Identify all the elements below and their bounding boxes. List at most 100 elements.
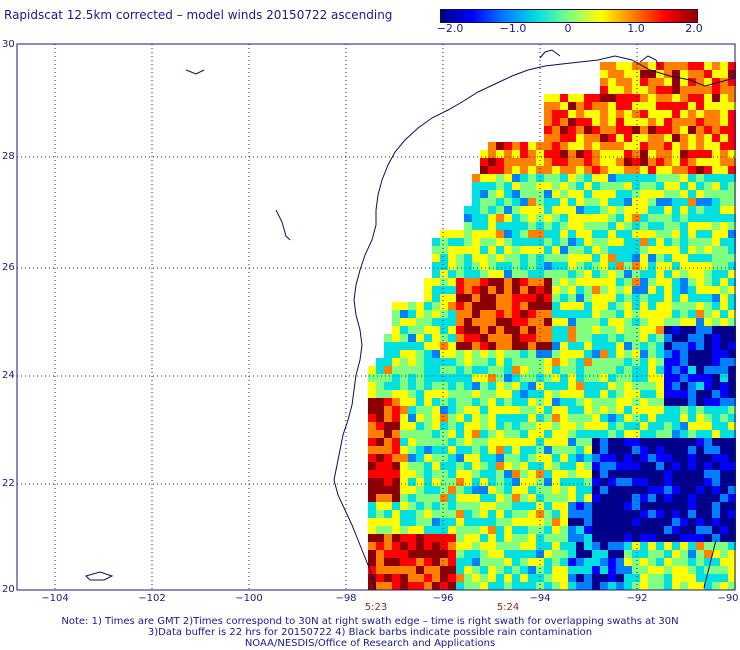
swath-cell — [504, 158, 512, 166]
swath-cell — [448, 238, 456, 246]
swath-cell — [656, 198, 664, 206]
swath-cell — [488, 574, 496, 582]
swath-cell — [528, 550, 536, 558]
swath-cell — [568, 326, 576, 334]
swath-cell — [536, 286, 544, 294]
swath-cell — [616, 174, 624, 182]
swath-cell — [688, 62, 696, 70]
swath-cell — [536, 310, 544, 318]
swath-cell — [400, 438, 408, 446]
swath-cell — [392, 534, 400, 542]
swath-cell — [728, 206, 736, 214]
swath-cell — [480, 318, 488, 326]
swath-cell — [496, 502, 504, 510]
swath-cell — [416, 558, 424, 566]
swath-cell — [416, 326, 424, 334]
swath-cell — [624, 366, 632, 374]
swath-cell — [600, 94, 608, 102]
swath-cell — [608, 350, 616, 358]
swath-cell — [688, 494, 696, 502]
swath-cell — [376, 542, 384, 550]
swath-cell — [712, 294, 720, 302]
swath-cell — [680, 78, 688, 86]
swath-cell — [704, 222, 712, 230]
swath-cell — [488, 262, 496, 270]
swath-cell — [392, 334, 400, 342]
swath-cell — [696, 518, 704, 526]
swath-cell — [704, 366, 712, 374]
swath-cell — [640, 350, 648, 358]
swath-cell — [504, 190, 512, 198]
swath-cell — [528, 286, 536, 294]
swath-cell — [616, 486, 624, 494]
swath-cell — [488, 254, 496, 262]
swath-cell — [448, 310, 456, 318]
swath-cell — [688, 518, 696, 526]
swath-cell — [696, 534, 704, 542]
swath-cell — [640, 310, 648, 318]
swath-cell — [368, 518, 376, 526]
swath-cell — [496, 534, 504, 542]
swath-cell — [480, 446, 488, 454]
swath-cell — [392, 398, 400, 406]
swath-cell — [728, 166, 736, 174]
swath-cell — [520, 254, 528, 262]
swath-cell — [632, 126, 640, 134]
swath-cell — [536, 366, 544, 374]
swath-cell — [608, 302, 616, 310]
swath-cell — [688, 390, 696, 398]
swath-cell — [704, 558, 712, 566]
swath-cell — [368, 382, 376, 390]
swath-cell — [504, 326, 512, 334]
swath-cell — [416, 342, 424, 350]
swath-cell — [408, 446, 416, 454]
swath-cell — [656, 526, 664, 534]
swath-cell — [568, 582, 576, 590]
swath-cell — [584, 206, 592, 214]
swath-cell — [592, 134, 600, 142]
swath-cell — [504, 462, 512, 470]
swath-cell — [576, 286, 584, 294]
swath-cell — [576, 422, 584, 430]
swath-cell — [600, 246, 608, 254]
swath-cell — [544, 566, 552, 574]
swath-cell — [424, 334, 432, 342]
swath-cell — [720, 478, 728, 486]
swath-cell — [368, 366, 376, 374]
swath-cell — [592, 150, 600, 158]
swath-cell — [376, 390, 384, 398]
swath-cell — [408, 486, 416, 494]
swath-cell — [704, 446, 712, 454]
swath-cell — [616, 318, 624, 326]
swath-cell — [616, 70, 624, 78]
swath-cell — [440, 566, 448, 574]
swath-cell — [544, 230, 552, 238]
swath-cell — [480, 158, 488, 166]
swath-cell — [544, 334, 552, 342]
swath-cell — [672, 518, 680, 526]
swath-cell — [512, 558, 520, 566]
swath-cell — [592, 382, 600, 390]
swath-cell — [608, 62, 616, 70]
swath-cell — [504, 262, 512, 270]
swath-cell — [688, 478, 696, 486]
swath-cell — [520, 150, 528, 158]
swath-cell — [616, 62, 624, 70]
swath-cell — [704, 246, 712, 254]
swath-cell — [432, 382, 440, 390]
swath-cell — [640, 486, 648, 494]
swath-cell — [584, 350, 592, 358]
colorbar-tick: −1.0 — [499, 22, 527, 35]
swath-cell — [472, 198, 480, 206]
swath-cell — [400, 390, 408, 398]
swath-cell — [608, 198, 616, 206]
swath-cell — [416, 390, 424, 398]
swath-cell — [568, 558, 576, 566]
swath-cell — [680, 222, 688, 230]
swath-cell — [624, 582, 632, 590]
swath-cell — [720, 318, 728, 326]
swath-cell — [712, 534, 720, 542]
swath-cell — [544, 438, 552, 446]
swath-cell — [544, 542, 552, 550]
swath-cell — [528, 430, 536, 438]
